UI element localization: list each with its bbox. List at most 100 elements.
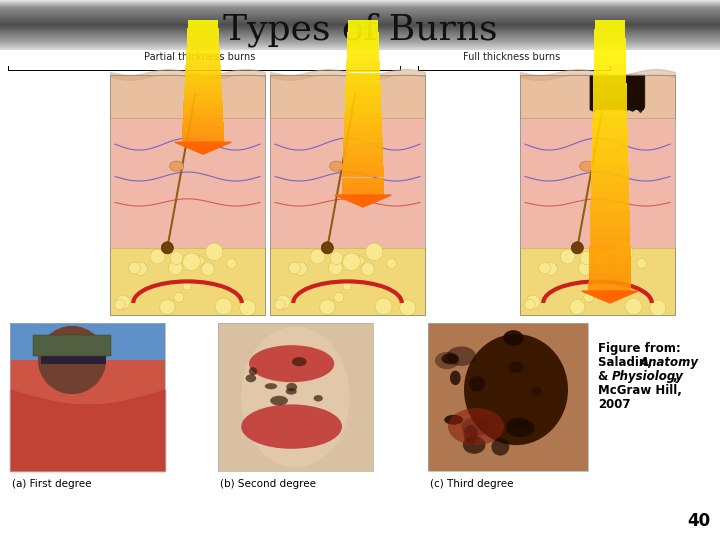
Text: (c) Third degree: (c) Third degree [430, 479, 513, 489]
Bar [187, 32, 219, 36]
Ellipse shape [314, 395, 323, 401]
Circle shape [544, 262, 557, 275]
Text: 40: 40 [687, 512, 710, 530]
Bar [186, 49, 220, 52]
Circle shape [215, 298, 232, 315]
Bar [520, 118, 675, 248]
Circle shape [150, 249, 165, 264]
Bar [588, 282, 631, 291]
Ellipse shape [170, 161, 184, 171]
Bar [186, 65, 220, 69]
Bar [184, 102, 222, 105]
Circle shape [328, 261, 343, 275]
Circle shape [636, 259, 647, 268]
Bar [593, 92, 627, 102]
Circle shape [38, 326, 106, 394]
Circle shape [361, 262, 374, 276]
Bar [348, 20, 378, 26]
Bar [590, 219, 630, 228]
Circle shape [289, 262, 300, 274]
Bar [184, 81, 222, 85]
Bar [33, 335, 111, 355]
Circle shape [593, 282, 601, 290]
Bar [591, 165, 629, 173]
Bar [41, 355, 106, 364]
Circle shape [650, 300, 666, 316]
Bar [592, 146, 628, 156]
Circle shape [310, 249, 325, 264]
Bar [595, 29, 625, 38]
Bar [590, 237, 630, 246]
Bar [181, 134, 224, 138]
Bar [347, 43, 379, 49]
Bar [346, 84, 381, 90]
Circle shape [240, 300, 256, 316]
Circle shape [584, 292, 594, 302]
Circle shape [183, 282, 192, 290]
Circle shape [274, 299, 285, 310]
Bar [182, 122, 224, 126]
Bar [346, 78, 380, 84]
Bar [186, 44, 220, 49]
Ellipse shape [444, 415, 463, 425]
Text: (b) Second degree: (b) Second degree [220, 479, 316, 489]
Circle shape [570, 299, 585, 315]
Bar [347, 37, 379, 43]
Circle shape [183, 253, 200, 271]
Bar [183, 110, 223, 114]
Circle shape [330, 252, 343, 265]
Ellipse shape [265, 383, 277, 389]
Bar [589, 246, 631, 255]
Bar [590, 201, 629, 210]
Circle shape [174, 292, 184, 302]
Ellipse shape [469, 376, 485, 392]
Text: Anatomy: Anatomy [640, 356, 699, 369]
Circle shape [194, 255, 204, 265]
Circle shape [160, 299, 175, 315]
Bar [345, 102, 381, 107]
Circle shape [134, 262, 148, 275]
Bar [343, 131, 382, 137]
Bar [342, 178, 384, 184]
Text: Physiology: Physiology [612, 370, 684, 383]
Bar [346, 72, 380, 78]
Circle shape [168, 261, 183, 275]
Bar [520, 75, 675, 118]
Bar [593, 83, 626, 92]
Circle shape [606, 256, 614, 265]
Circle shape [354, 255, 364, 265]
Bar [593, 65, 626, 74]
Circle shape [116, 295, 130, 309]
Bar [186, 60, 220, 65]
Bar [10, 360, 165, 471]
Circle shape [170, 252, 183, 265]
Circle shape [593, 253, 611, 271]
Ellipse shape [249, 345, 334, 382]
Circle shape [227, 259, 236, 268]
Circle shape [114, 299, 125, 310]
Circle shape [616, 243, 633, 261]
Circle shape [400, 300, 416, 316]
Bar [110, 75, 265, 118]
Bar [345, 90, 381, 96]
Bar [347, 32, 379, 37]
Bar [594, 38, 626, 47]
Ellipse shape [249, 367, 257, 375]
Bar [344, 125, 382, 131]
Bar [593, 102, 627, 110]
Ellipse shape [580, 161, 594, 171]
Text: (a) First degree: (a) First degree [12, 479, 91, 489]
Circle shape [343, 253, 361, 271]
Bar [343, 143, 383, 148]
Bar [110, 118, 265, 248]
Bar [594, 56, 626, 65]
Bar [343, 154, 383, 160]
Text: Full thickness burns: Full thickness burns [464, 52, 561, 62]
Bar [590, 75, 644, 110]
Bar [593, 119, 627, 129]
Circle shape [525, 299, 535, 310]
Ellipse shape [531, 387, 541, 396]
Ellipse shape [435, 352, 459, 369]
Bar [344, 119, 382, 125]
Bar [342, 184, 384, 189]
